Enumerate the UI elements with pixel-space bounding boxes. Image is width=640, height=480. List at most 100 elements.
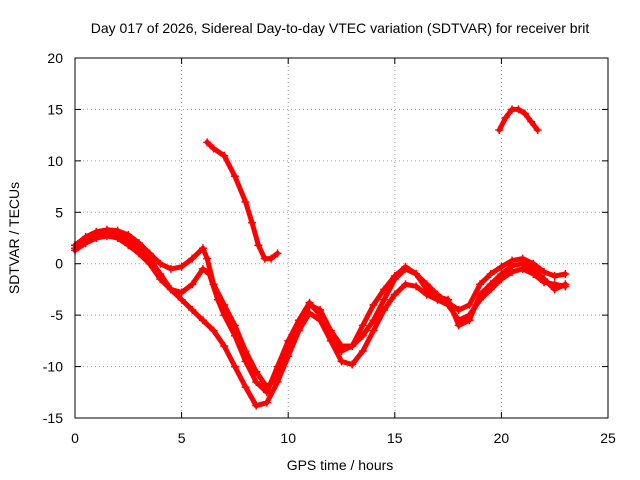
data-point-marker xyxy=(454,306,463,314)
data-point-marker xyxy=(241,383,250,392)
y-tick-label: 20 xyxy=(47,50,63,66)
data-point-marker xyxy=(124,230,133,239)
data-point-marker xyxy=(177,295,186,304)
data-point-marker xyxy=(188,280,197,289)
x-tick-label: 20 xyxy=(494,430,510,446)
data-point-marker xyxy=(220,342,229,350)
chart-title: Day 017 of 2026, Sidereal Day-to-day VTE… xyxy=(91,20,590,36)
data-point-marker xyxy=(81,239,90,248)
data-point-marker xyxy=(156,275,165,284)
data-point-marker xyxy=(444,295,453,304)
data-point-marker xyxy=(134,239,143,248)
series-line xyxy=(72,233,568,395)
data-point-marker xyxy=(497,262,506,271)
data-point-marker xyxy=(209,144,218,153)
data-point-marker xyxy=(113,226,122,235)
data-point-marker xyxy=(177,288,186,297)
data-point-marker xyxy=(348,360,357,369)
data-point-marker xyxy=(316,311,325,320)
data-point-marker xyxy=(205,270,214,278)
data-point-marker xyxy=(369,316,378,325)
y-tick-label: 0 xyxy=(55,256,63,272)
data-point-marker xyxy=(230,362,239,371)
data-point-marker xyxy=(188,254,197,263)
series-track-4 xyxy=(203,138,282,263)
data-point-marker xyxy=(495,126,504,134)
data-point-marker xyxy=(209,326,218,335)
data-point-marker xyxy=(561,280,570,289)
data-point-marker xyxy=(198,316,207,325)
y-tick-label: 5 xyxy=(55,204,63,220)
y-tick-label: -5 xyxy=(51,307,64,323)
y-tick-label: -15 xyxy=(43,410,63,426)
x-tick-label: 25 xyxy=(600,430,616,446)
data-point-marker xyxy=(241,357,250,366)
data-point-marker xyxy=(198,264,207,273)
data-point-marker xyxy=(358,347,367,356)
x-tick-label: 10 xyxy=(280,430,296,446)
data-point-marker xyxy=(213,295,222,304)
x-tick-label: 5 xyxy=(178,430,186,446)
data-point-marker xyxy=(230,331,239,340)
data-point-marker xyxy=(145,249,154,258)
x-tick-label: 0 xyxy=(71,430,79,446)
data-point-marker xyxy=(177,262,186,271)
data-point-marker xyxy=(124,241,133,250)
data-point-marker xyxy=(305,298,314,307)
data-point-marker xyxy=(412,282,421,291)
data-point-marker xyxy=(486,270,495,278)
data-point-marker xyxy=(273,362,282,371)
data-point-marker xyxy=(247,218,256,227)
data-point-marker xyxy=(294,316,303,325)
data-point-marker xyxy=(145,259,154,268)
data-point-marker xyxy=(540,267,549,276)
data-point-marker xyxy=(252,378,261,386)
data-point-marker xyxy=(465,316,474,325)
data-point-marker xyxy=(540,275,549,284)
series-line xyxy=(204,139,280,262)
data-point-marker xyxy=(518,259,527,268)
data-point-marker xyxy=(348,342,357,350)
axis-ticks: 0 5 10 15 20 25 -15 -10 -5 0 5 10 15 20 xyxy=(43,50,616,446)
data-point-marker xyxy=(203,138,212,147)
data-point-marker xyxy=(326,331,335,340)
data-point-marker xyxy=(267,254,276,263)
data-point-marker xyxy=(337,357,346,366)
data-point-marker xyxy=(273,249,282,258)
data-point-marker xyxy=(497,270,506,278)
data-point-marker xyxy=(102,231,111,240)
data-point-marker xyxy=(412,270,421,278)
data-point-marker xyxy=(220,311,229,320)
y-tick-label: 10 xyxy=(47,153,63,169)
x-axis-label: GPS time / hours xyxy=(287,457,394,473)
data-point-marker xyxy=(198,244,207,253)
data-point-marker xyxy=(401,280,410,289)
data-point-marker xyxy=(262,388,271,397)
plot-frame xyxy=(74,57,609,419)
data-point-marker xyxy=(561,270,570,278)
data-point-marker xyxy=(533,126,542,134)
data-point-marker xyxy=(166,285,175,294)
data-point-marker xyxy=(262,398,271,407)
data-point-marker xyxy=(92,234,101,242)
data-point-marker xyxy=(486,280,495,289)
plot-area xyxy=(71,105,570,410)
series-track-2 xyxy=(71,225,570,392)
data-point-marker xyxy=(254,241,263,250)
data-point-marker xyxy=(508,261,517,270)
data-point-marker xyxy=(188,306,197,314)
data-point-marker xyxy=(252,401,261,410)
data-point-marker xyxy=(527,117,536,126)
data-point-marker xyxy=(501,113,510,122)
data-point-marker xyxy=(390,290,399,299)
data-point-marker xyxy=(134,249,143,258)
data-point-marker xyxy=(465,300,474,309)
series-track-3 xyxy=(71,231,570,397)
y-tick-label: 15 xyxy=(47,101,63,117)
data-point-marker xyxy=(390,272,399,281)
data-point-marker xyxy=(284,336,293,345)
y-tick-label: -10 xyxy=(43,359,63,375)
data-point-marker xyxy=(166,264,175,273)
data-point-marker xyxy=(156,259,165,268)
